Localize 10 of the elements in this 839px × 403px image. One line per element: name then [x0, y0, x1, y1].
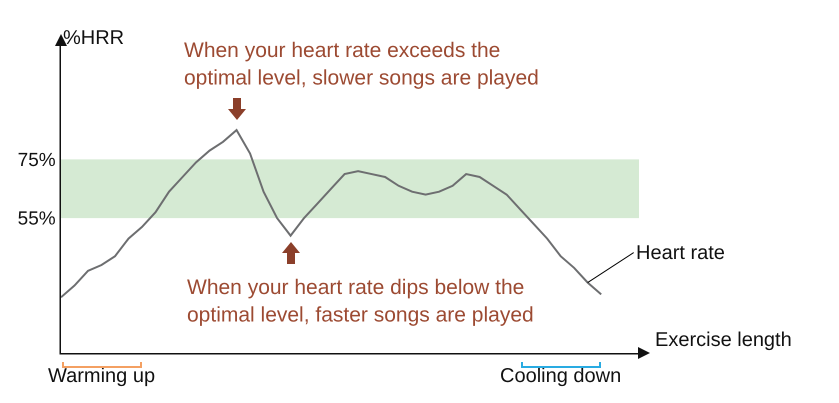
line-series — [61, 129, 602, 298]
x-axis-title: Exercise length — [655, 329, 792, 351]
annotation: When your heart rate dips below the optimal level, faster songs are played — [187, 276, 534, 326]
y-axis-title: %HRR — [63, 27, 124, 49]
text: Heart rate — [636, 242, 725, 264]
annotation: When your heart rate exceeds the optimal level, slower songs are played — [184, 39, 539, 90]
y-tick-label: 75% — [18, 150, 56, 172]
y-tick-label: 55% — [18, 208, 56, 230]
text: Warming up — [48, 365, 156, 387]
text: Cooling down — [500, 365, 622, 387]
